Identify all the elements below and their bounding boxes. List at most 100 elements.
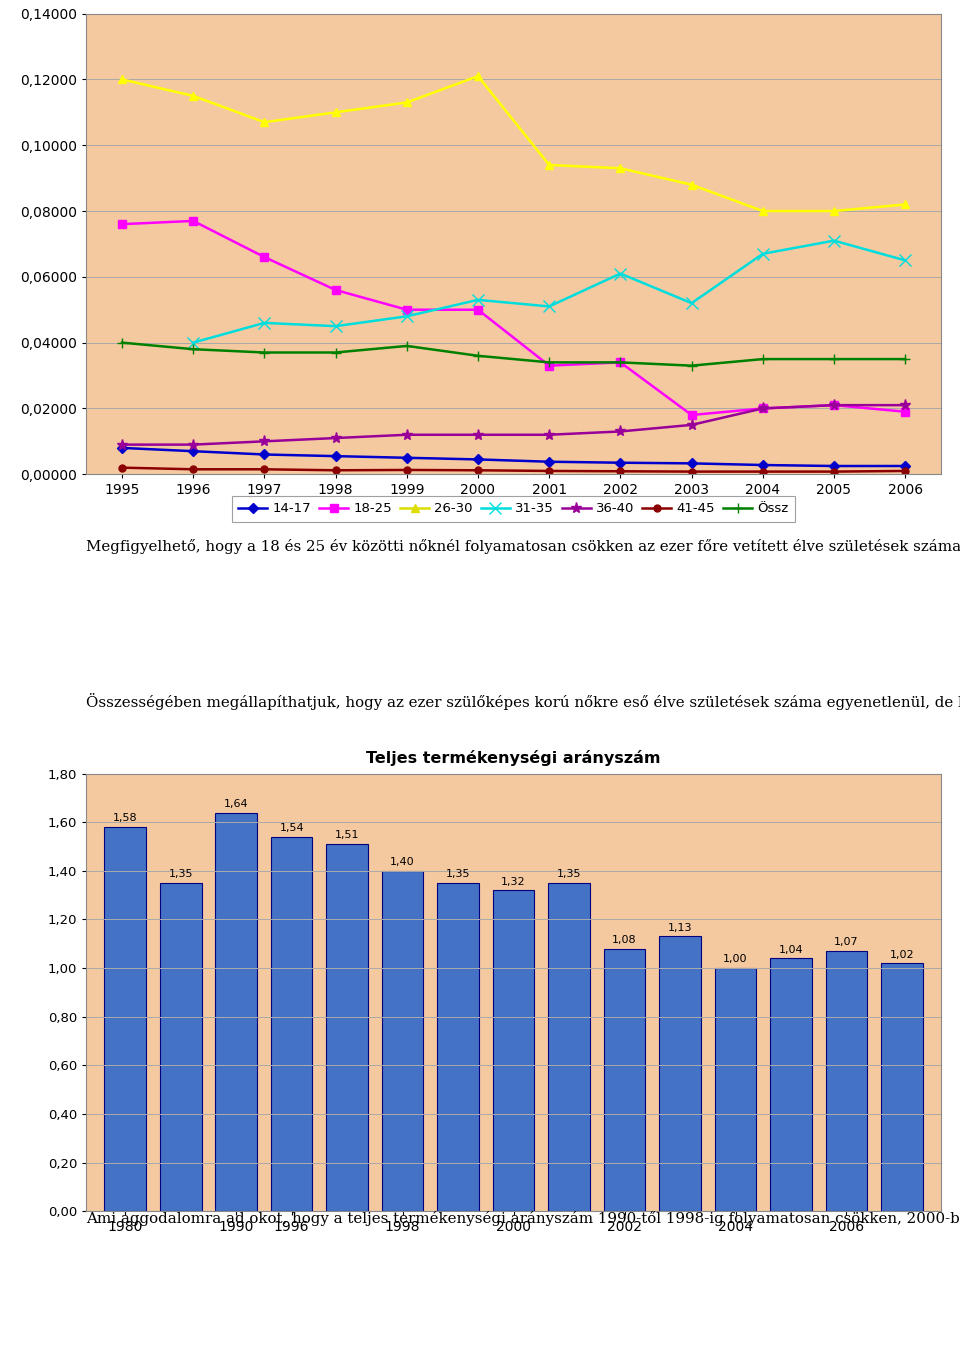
Ossz <box>757 350 769 367</box>
18-25 <box>900 403 911 420</box>
Bar <box>714 968 756 1212</box>
Ossz <box>401 338 413 354</box>
Text: Megfigyelhető, hogy a 18 és 25 év közötti nőknél folyamatosan csökken az ezer fő: Megfigyelhető, hogy a 18 és 25 év között… <box>86 538 960 553</box>
Line: Ossz: Ossz <box>117 338 910 371</box>
31-35 <box>187 334 199 350</box>
31-35 <box>330 318 342 334</box>
36-40 <box>116 436 128 453</box>
Ossz <box>116 334 128 350</box>
41-45 <box>472 462 484 478</box>
36-40 <box>258 433 270 450</box>
26-30 <box>900 196 911 213</box>
Ossz <box>187 341 199 357</box>
Line: 14-17: 14-17 <box>118 444 909 469</box>
Bar <box>881 964 923 1212</box>
18-25 <box>757 401 769 417</box>
14-17 <box>258 446 270 462</box>
26-30 <box>685 177 697 194</box>
26-30 <box>401 94 413 110</box>
Ossz <box>900 350 911 367</box>
Text: 1,51: 1,51 <box>335 830 359 841</box>
31-35 <box>828 233 840 249</box>
26-30 <box>757 203 769 219</box>
41-45 <box>614 463 626 480</box>
36-40 <box>685 417 697 433</box>
14-17 <box>900 458 911 474</box>
36-40 <box>330 429 342 446</box>
41-45 <box>330 462 342 478</box>
18-25 <box>472 301 484 318</box>
14-17 <box>472 451 484 468</box>
41-45 <box>401 462 413 478</box>
41-45 <box>187 461 199 477</box>
Line: 26-30: 26-30 <box>118 72 909 215</box>
14-17 <box>543 454 555 470</box>
Bar <box>271 837 313 1212</box>
36-40 <box>900 397 911 413</box>
18-25 <box>258 249 270 266</box>
36-40 <box>757 401 769 417</box>
Text: Összességében megállapíthatjuk, hogy az ezer szülőképes korú nőkre eső élve szül: Összességében megállapíthatjuk, hogy az … <box>86 692 960 710</box>
26-30 <box>472 68 484 85</box>
Text: Ami aggodalomra ad okot, hogy a teljes termékenységi arányszám 1990-től 1998-ig : Ami aggodalomra ad okot, hogy a teljes t… <box>86 1212 960 1227</box>
41-45 <box>828 463 840 480</box>
31-35 <box>472 292 484 308</box>
Ossz <box>828 350 840 367</box>
Line: 41-45: 41-45 <box>118 465 909 476</box>
Bar <box>492 890 535 1212</box>
Text: 1,13: 1,13 <box>668 923 692 932</box>
31-35 <box>614 266 626 282</box>
26-30 <box>187 87 199 104</box>
Text: 1,02: 1,02 <box>890 950 914 960</box>
36-40 <box>401 427 413 443</box>
Line: 31-35: 31-35 <box>187 234 911 348</box>
14-17 <box>828 458 840 474</box>
Bar <box>604 949 645 1212</box>
Line: 36-40: 36-40 <box>116 399 911 450</box>
Text: 1,00: 1,00 <box>723 954 748 965</box>
36-40 <box>543 427 555 443</box>
Bar <box>160 883 202 1212</box>
14-17 <box>116 440 128 457</box>
Text: 1,35: 1,35 <box>557 870 582 879</box>
31-35 <box>757 245 769 262</box>
18-25 <box>401 301 413 318</box>
41-45 <box>757 463 769 480</box>
Bar <box>105 827 146 1212</box>
Bar <box>382 871 423 1212</box>
Ossz <box>472 348 484 364</box>
Text: 1,40: 1,40 <box>391 857 415 867</box>
Text: 1,08: 1,08 <box>612 935 636 945</box>
Ossz <box>330 345 342 361</box>
18-25 <box>685 406 697 423</box>
Ossz <box>543 354 555 371</box>
Text: 1,04: 1,04 <box>779 945 804 954</box>
31-35 <box>401 308 413 324</box>
26-30 <box>543 157 555 173</box>
41-45 <box>116 459 128 476</box>
Text: 1,35: 1,35 <box>168 870 193 879</box>
Text: 1,64: 1,64 <box>224 799 249 808</box>
18-25 <box>116 215 128 232</box>
Bar <box>660 936 701 1212</box>
26-30 <box>258 114 270 131</box>
14-17 <box>757 457 769 473</box>
Bar <box>438 883 479 1212</box>
36-40 <box>614 424 626 440</box>
14-17 <box>187 443 199 459</box>
41-45 <box>258 461 270 477</box>
36-40 <box>828 397 840 413</box>
Legend: 14-17, 18-25, 26-30, 31-35, 36-40, 41-45, Össz: 14-17, 18-25, 26-30, 31-35, 36-40, 41-45… <box>232 496 795 522</box>
14-17 <box>685 455 697 472</box>
Text: 1,54: 1,54 <box>279 823 304 833</box>
14-17 <box>401 450 413 466</box>
26-30 <box>116 71 128 87</box>
31-35 <box>258 315 270 331</box>
Ossz <box>685 357 697 373</box>
Bar <box>548 883 589 1212</box>
14-17 <box>330 448 342 465</box>
36-40 <box>187 436 199 453</box>
31-35 <box>900 252 911 269</box>
18-25 <box>330 282 342 298</box>
Text: 1,35: 1,35 <box>445 870 470 879</box>
